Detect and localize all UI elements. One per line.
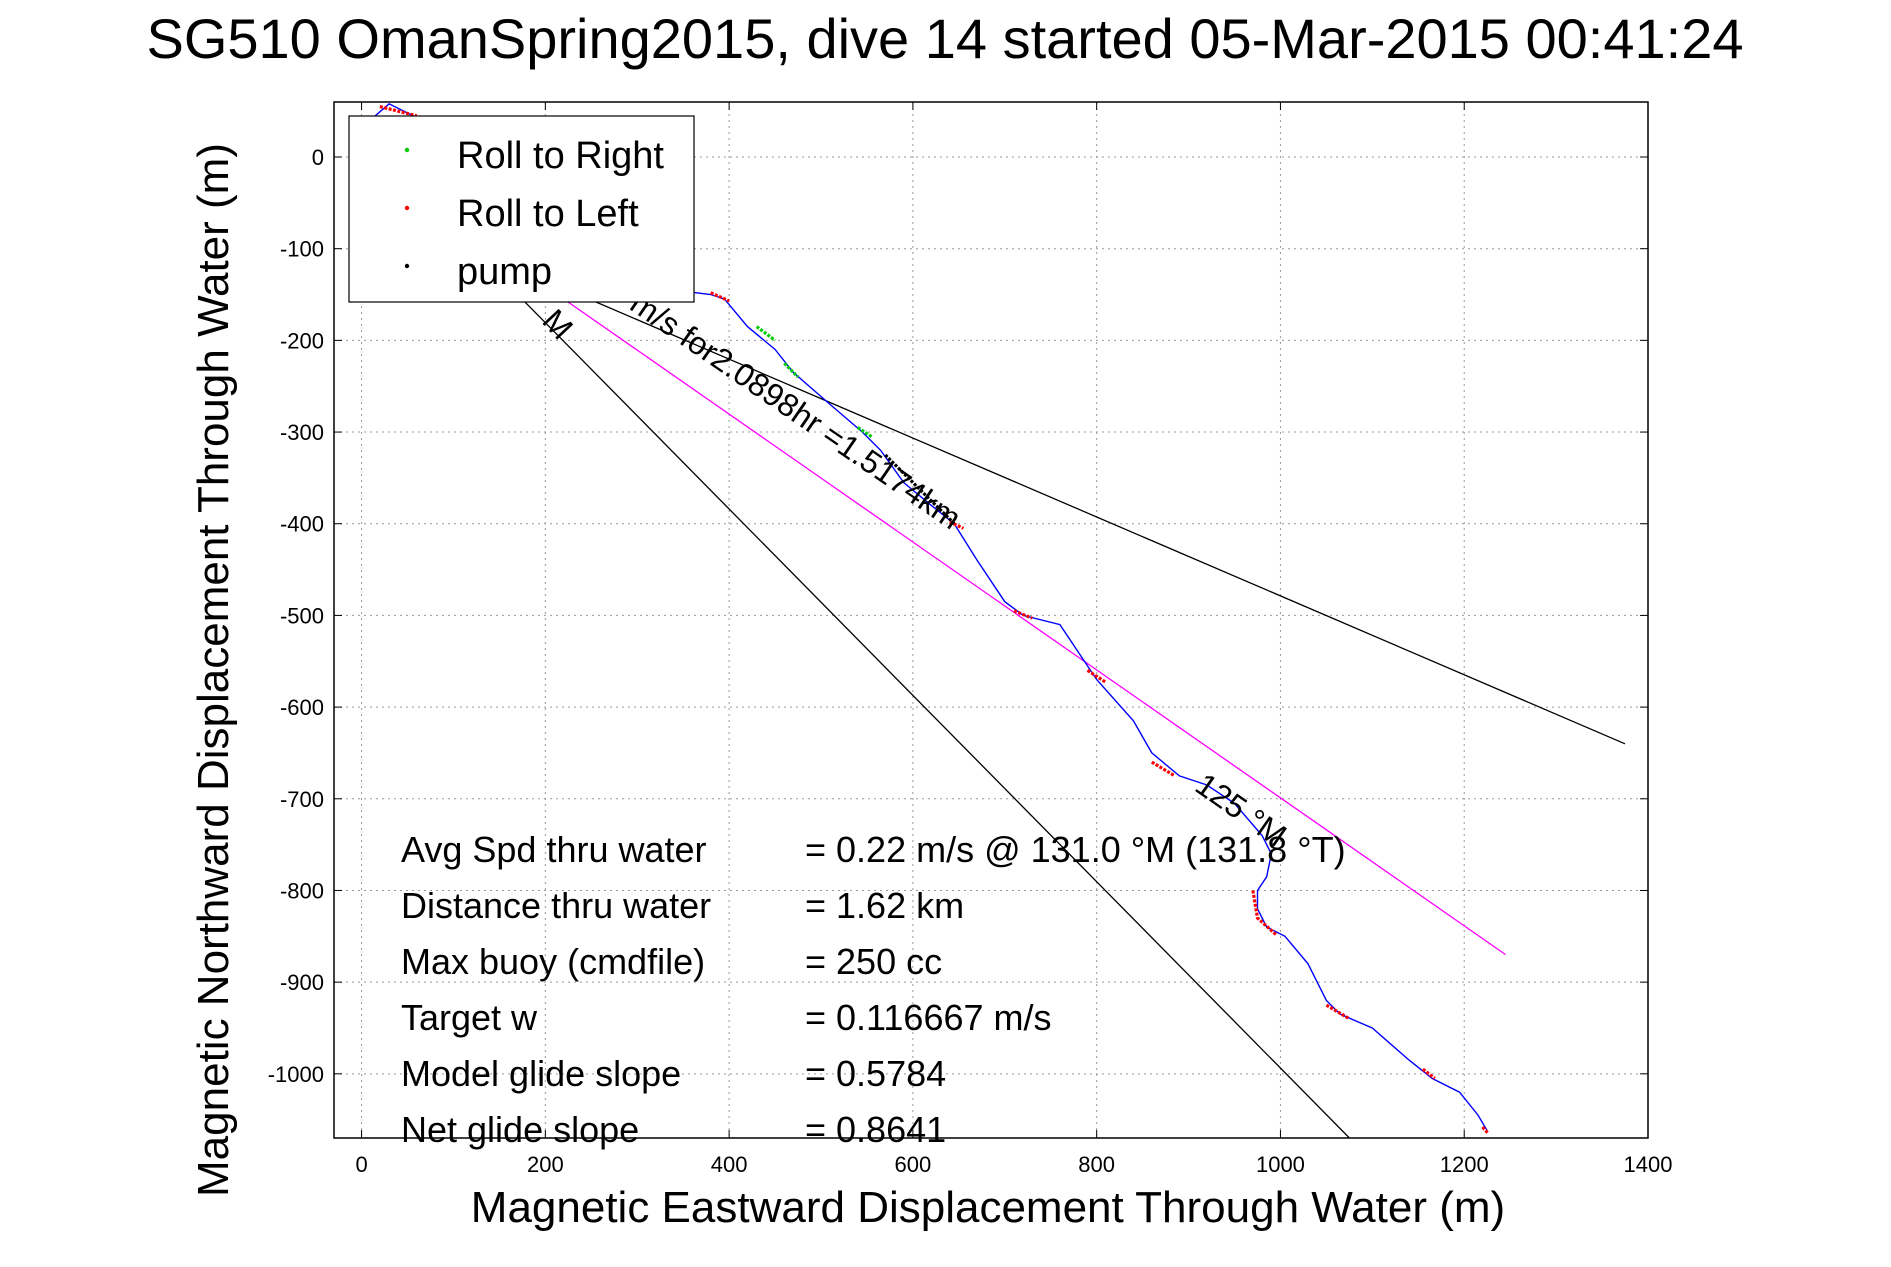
stat-value: = 1.62 km — [805, 885, 964, 926]
roll-left-segment — [1251, 890, 1277, 936]
roll-left-segment — [710, 291, 730, 303]
legend-entry-label: Roll to Right — [457, 135, 664, 177]
roll-left-segment — [1421, 1067, 1436, 1080]
y-tick-label: -900 — [280, 970, 324, 995]
stat-label: Target w — [401, 997, 538, 1038]
reference-line — [517, 266, 1506, 956]
roll-right-segment — [856, 426, 873, 438]
x-tick-label: 1000 — [1256, 1152, 1305, 1177]
x-axis-label: Magnetic Eastward Displacement Through W… — [471, 1183, 1505, 1232]
x-tick-label: 600 — [895, 1152, 932, 1177]
stats-block: Avg Spd thru water = 0.22 m/s @ 131.0 °M … — [401, 829, 1346, 1150]
x-tick-label: 400 — [711, 1152, 748, 1177]
x-tick-label: 0 — [355, 1152, 367, 1177]
y-tick-label: -800 — [280, 878, 324, 903]
stat-value: = 0.8641 — [805, 1109, 946, 1150]
y-tick-label: -700 — [280, 787, 324, 812]
roll-left-segment — [379, 105, 418, 118]
legend-marker — [404, 205, 410, 211]
stat-label: Net glide slope — [401, 1109, 639, 1150]
legend: Roll to Right Roll to Left pump — [348, 115, 695, 303]
legend-entry-label: pump — [457, 251, 552, 293]
y-tick-label: 0 — [312, 145, 324, 170]
reference-line — [471, 248, 1626, 745]
legend-entry-label: Roll to Left — [457, 193, 639, 235]
stat-label: Model glide slope — [401, 1053, 681, 1094]
stat-label: Avg Spd thru water — [401, 829, 707, 870]
stat-label: Max buoy (cmdfile) — [401, 941, 705, 982]
stat-label: Distance thru water — [401, 885, 711, 926]
x-tick-label: 800 — [1078, 1152, 1115, 1177]
pump-segment — [884, 453, 956, 525]
y-tick-label: -1000 — [268, 1062, 324, 1087]
stat-value: = 0.22 m/s @ 131.0 °M (131.8 °T) — [805, 829, 1346, 870]
stat-value: = 250 cc — [805, 941, 942, 982]
y-tick-label: -100 — [280, 237, 324, 262]
legend-marker — [404, 147, 410, 153]
stat-value: = 0.5784 — [805, 1053, 946, 1094]
roll-left-segment — [1481, 1125, 1490, 1135]
roll-right-segment — [755, 325, 777, 342]
y-tick-label: -200 — [280, 328, 324, 353]
roll-right-segment — [783, 362, 800, 379]
reference-line — [508, 284, 1350, 1138]
x-tick-label: 1200 — [1440, 1152, 1489, 1177]
stat-value: = 0.116667 m/s — [805, 997, 1052, 1038]
y-axis-label: Magnetic Northward Displacement Through … — [189, 143, 238, 1197]
roll-left-segment — [1086, 669, 1107, 684]
x-tick-label: 1400 — [1624, 1152, 1673, 1177]
y-tick-label: -600 — [280, 695, 324, 720]
x-tick-label: 200 — [527, 1152, 564, 1177]
y-tick-label: -400 — [280, 512, 324, 537]
y-tick-label: -500 — [280, 603, 324, 628]
roll-left-segment — [1013, 609, 1033, 620]
y-tick-label: -300 — [280, 420, 324, 445]
plot-frame — [333, 101, 1649, 1139]
chart-title: SG510 OmanSpring2015, dive 14 started 05… — [146, 7, 1743, 70]
legend-marker — [404, 263, 410, 269]
axis-ticks: 0 200 400 600 800 1000 1200 1400 0 -100 -200 -300 -4… — [268, 102, 1673, 1177]
